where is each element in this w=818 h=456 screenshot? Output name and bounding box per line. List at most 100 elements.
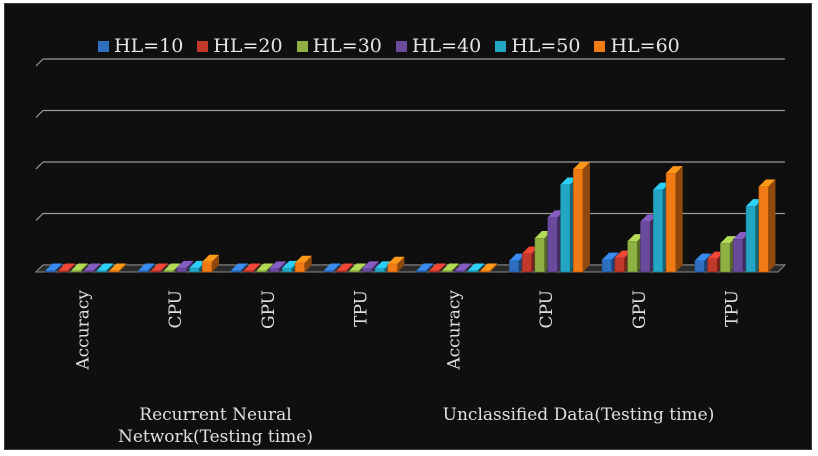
bar-top — [416, 263, 434, 271]
bar-top — [362, 261, 379, 269]
bar-top — [375, 261, 392, 269]
category-label: GPU — [630, 290, 650, 329]
bar-side — [346, 263, 354, 272]
bar — [416, 263, 434, 273]
bar — [480, 263, 498, 273]
bar-top — [138, 263, 155, 271]
bar-front — [230, 270, 241, 273]
bar-top — [758, 179, 776, 187]
bar — [243, 263, 261, 273]
bar-side — [80, 263, 88, 272]
bar-top — [202, 254, 219, 262]
bar-top — [256, 263, 274, 271]
bar-top — [176, 260, 194, 268]
bar-top — [83, 263, 101, 271]
bar-side — [490, 263, 498, 272]
bar-side — [438, 263, 446, 272]
bar — [45, 263, 63, 273]
bar — [230, 263, 248, 273]
category-label: GPU — [259, 290, 279, 329]
bar-front — [627, 240, 638, 273]
bar-top — [336, 263, 354, 271]
bar-front — [70, 270, 82, 273]
legend-swatch — [197, 40, 209, 52]
gridline-tick — [35, 161, 44, 170]
bar-top — [45, 263, 63, 271]
bar-front — [640, 221, 651, 273]
bar-top — [442, 263, 459, 271]
bar-side — [464, 263, 472, 272]
bar-top — [573, 162, 590, 169]
bar-side — [333, 263, 341, 272]
bar — [573, 162, 590, 273]
bar — [138, 263, 155, 273]
bar-top — [509, 253, 526, 261]
bar-side — [582, 162, 590, 272]
bar-front — [467, 270, 478, 273]
bar-front — [281, 267, 293, 273]
bar-front — [614, 257, 625, 273]
bar-top — [295, 255, 312, 263]
bar-top — [467, 263, 485, 271]
bar-front — [745, 205, 756, 273]
bar-side — [106, 263, 114, 272]
bar-top — [269, 261, 287, 269]
bar-top — [614, 250, 632, 258]
bar — [429, 263, 446, 273]
bar-top — [534, 231, 552, 239]
bar-front — [202, 261, 213, 273]
bar-front — [758, 186, 769, 273]
bar-top — [387, 256, 405, 264]
bar-side — [211, 254, 219, 272]
bar-side — [359, 263, 367, 272]
bar-side — [304, 255, 312, 272]
bar — [758, 179, 776, 273]
bar-top — [694, 253, 712, 261]
legend-label: HL=10 — [114, 35, 184, 57]
bar-side — [253, 263, 261, 272]
group-label: Recurrent Neural Network(Testing time) — [118, 405, 313, 447]
bar — [336, 263, 354, 273]
bar — [269, 261, 287, 273]
bar — [176, 260, 194, 273]
bar-front — [573, 168, 584, 273]
bar-front — [707, 258, 718, 273]
bar-top — [71, 263, 88, 271]
bar — [454, 263, 472, 273]
legend-swatch — [594, 40, 606, 52]
bar — [96, 263, 114, 273]
bar-top — [429, 263, 446, 271]
legend-item: HL=50 — [495, 35, 580, 57]
bar-top — [707, 251, 725, 259]
bar-front — [454, 270, 465, 273]
legend-label: HL=20 — [213, 35, 283, 57]
group-label: Unclassified Data(Testing time) — [443, 405, 715, 425]
bar — [441, 263, 459, 273]
bar-top — [666, 166, 683, 174]
bar-front — [652, 189, 664, 273]
gridline-tick — [35, 213, 44, 221]
legend-swatch — [495, 40, 507, 52]
legend-item: HL=20 — [197, 35, 283, 57]
bar-front — [138, 270, 149, 273]
legend-item: HL=60 — [594, 35, 680, 57]
category-label: Accuracy — [444, 290, 464, 371]
bar-front — [416, 270, 427, 273]
legend-item: HL=40 — [395, 35, 482, 57]
legend-label: HL=40 — [411, 35, 482, 57]
bar-top — [231, 263, 248, 271]
bar-top — [720, 236, 738, 244]
bar-front — [441, 270, 453, 273]
category-label: CPU — [166, 290, 186, 328]
bar-front — [560, 184, 571, 273]
bar-front — [665, 172, 676, 273]
bar — [323, 263, 341, 273]
bar-top — [243, 263, 261, 271]
bar-side — [279, 261, 287, 272]
bar — [58, 263, 75, 273]
bar-front — [96, 270, 107, 273]
bar-side — [451, 263, 459, 272]
bar-side — [55, 263, 63, 272]
bar-front — [509, 260, 520, 273]
bar-top — [58, 263, 75, 271]
